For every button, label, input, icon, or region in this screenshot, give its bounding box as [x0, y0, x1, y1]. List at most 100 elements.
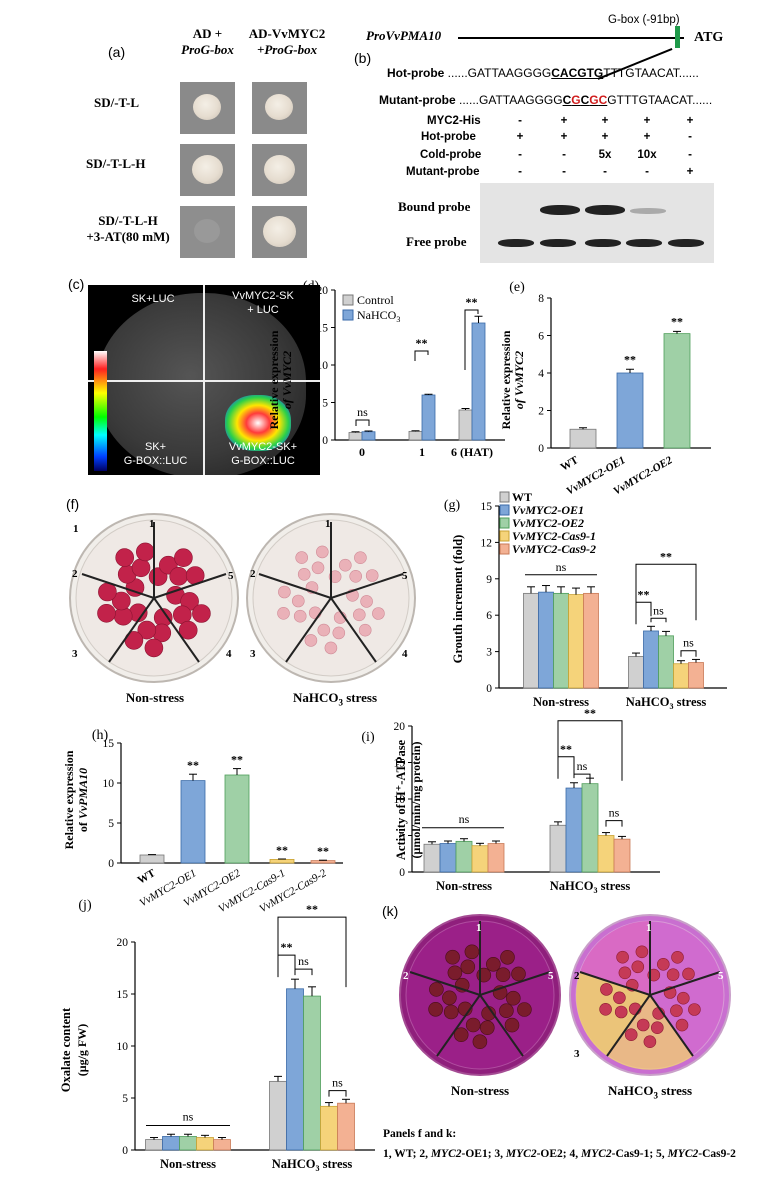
callus: [670, 1004, 683, 1017]
x-tick-label: 0: [359, 445, 365, 459]
f-left-caption: Non-stress: [125, 690, 185, 705]
quadrant-2-label: VvMYC2-SK + LUC: [206, 289, 320, 317]
emsa-cell: +: [643, 131, 651, 143]
free-band: [540, 239, 576, 247]
sector-4: 4: [226, 648, 232, 660]
chart-h: (h) 0 5 10 15 Relative expression of VvPMA10 WT…: [62, 728, 343, 915]
hot-probe-label: Hot-probe: [387, 66, 445, 80]
sector-1: 1: [646, 922, 652, 934]
callus: [600, 983, 613, 996]
legend-label: VvMYC2-Cas9-2: [512, 542, 596, 556]
quadrant-2-line1: VvMYC2-SK: [232, 290, 294, 302]
yeast-plate-6: [252, 206, 307, 258]
callus: [614, 1005, 628, 1019]
callus: [291, 594, 305, 608]
callus: [643, 1035, 657, 1048]
y-tick-label: 0: [486, 683, 492, 695]
bar: [553, 592, 569, 689]
row-label-3-line2: +3-AT(80 mM): [86, 229, 170, 244]
panel-label-h: (h): [92, 728, 109, 743]
atg-label: ATG: [694, 30, 724, 45]
callus: [297, 567, 311, 581]
sig-label: **: [276, 843, 288, 857]
bar: [162, 1136, 180, 1151]
petri-dish-k-nonstress: [399, 914, 561, 1076]
y-axis-gene: VvPMA10: [76, 768, 90, 819]
gbox-label: G-box (-91bp): [608, 14, 680, 26]
f-right-caption: NaHCO3 stress: [265, 690, 405, 708]
sig-bracket: [464, 309, 479, 370]
gbox-core: CACGTG: [551, 66, 604, 80]
luc-signal: [225, 395, 291, 451]
caption-text: stress: [657, 1083, 693, 1098]
y-tick-label: 20: [317, 285, 329, 297]
yeast-colony-empty: [194, 219, 220, 243]
bar: [613, 838, 631, 873]
bar: [139, 854, 165, 864]
callus: [428, 1002, 443, 1017]
quadrant-4-label: VvMYC2-SK+ G-BOX::LUC: [206, 440, 320, 468]
emsa-cell: -: [645, 166, 649, 178]
bar: [565, 787, 583, 873]
bar: [421, 394, 436, 441]
bar: [408, 430, 423, 441]
seq-text: ......GATTAAGGGG: [447, 66, 552, 80]
quadrant-2-line2: + LUC: [247, 304, 279, 316]
sig-bracket: [277, 954, 296, 978]
text: stress: [597, 879, 630, 893]
bar: [616, 372, 644, 449]
panel-label-c: (c): [68, 276, 85, 292]
emsa-row-label: Cold-probe: [420, 149, 482, 161]
legend-label: NaHCO3: [357, 308, 400, 324]
sig-bracket: [414, 350, 429, 361]
free-band: [668, 239, 704, 247]
col-header-1-line1: AD +: [192, 26, 223, 41]
y-tick-label: 15: [481, 501, 493, 513]
sector-5: 5: [718, 970, 724, 982]
callus: [465, 1017, 481, 1033]
emsa-cell: 10x: [637, 149, 657, 161]
free-probe-label: Free probe: [406, 234, 467, 249]
free-band: [498, 239, 534, 247]
legend-swatch: [499, 517, 510, 529]
sig-label: **: [187, 758, 199, 772]
callus: [97, 604, 116, 623]
note-text: -OE2; 4,: [536, 1148, 581, 1160]
sig-bracket: [635, 601, 652, 625]
callus: [136, 542, 155, 562]
callus: [316, 545, 329, 559]
x-tick-label: 6 (HAT): [451, 445, 493, 459]
bound-band: [540, 205, 580, 215]
callus: [624, 1028, 638, 1041]
sig-bracket: [355, 419, 370, 426]
y-tick-label: 2: [538, 406, 544, 418]
sig-bracket: [557, 720, 623, 781]
callus: [447, 965, 463, 981]
sig-label: **: [584, 706, 596, 720]
sig-label: **: [660, 549, 672, 563]
emsa-cell: +: [601, 131, 609, 143]
bar: [673, 663, 689, 689]
x-category-label: Non-stress: [533, 695, 589, 709]
y-tick-label: 6: [538, 331, 544, 343]
callus: [311, 561, 325, 575]
callus: [472, 1034, 488, 1049]
quadrant-3-line1: SK+: [144, 441, 167, 453]
bar: [439, 843, 457, 873]
emsa-cell: 5x: [598, 149, 612, 161]
sig-label: ns: [683, 636, 694, 650]
seq-text: GTTTGTAACAT......: [607, 93, 713, 107]
callus: [131, 558, 151, 578]
panel-label-e: (e): [509, 280, 525, 295]
callus: [278, 585, 291, 599]
row-label-3: SD/-T-L-H +3-AT(80 mM): [78, 213, 178, 245]
y-tick-label: 0: [538, 443, 544, 455]
bar: [145, 1139, 163, 1151]
callus: [277, 607, 290, 620]
y-tick-label: 15: [103, 738, 115, 750]
sig-bracket: [328, 1090, 347, 1097]
sector-2: 2: [72, 568, 78, 580]
legend-label: Control: [357, 293, 394, 307]
bar: [269, 1080, 287, 1151]
